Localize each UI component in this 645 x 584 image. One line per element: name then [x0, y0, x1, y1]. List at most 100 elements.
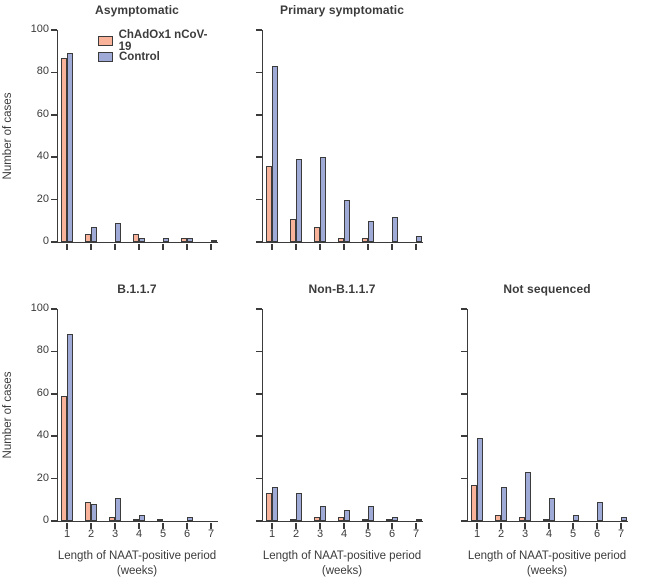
y-tick: [256, 198, 262, 201]
bar-control: [139, 514, 145, 521]
bar-control: [344, 510, 350, 521]
x-tick-label: 1: [473, 528, 481, 540]
x-tick: [271, 243, 273, 250]
x-axis-label-line2: (weeks): [321, 565, 363, 577]
subplot-title: Primary symptomatic: [280, 3, 404, 17]
y-tick: [51, 308, 57, 310]
y-tick: [51, 71, 57, 74]
bar-vaccine: [362, 518, 368, 521]
x-tick-label: 6: [183, 528, 191, 540]
y-tick: [51, 393, 57, 395]
y-tick: [51, 114, 57, 116]
x-tick-label: 3: [111, 528, 119, 540]
x-tick: [138, 522, 140, 529]
x-tick: [572, 522, 574, 529]
plot-area: [256, 29, 423, 250]
y-tick: [461, 477, 467, 480]
y-axis-label: Number of cases: [2, 371, 14, 459]
bar-vaccine: [181, 237, 187, 242]
bar-control: [272, 487, 278, 521]
subplot-asymptomatic: Asymptomatic Number of cases 0 20 40 60 80 10…: [2, 3, 218, 250]
y-tick: [256, 393, 262, 395]
bar-vaccine: [133, 518, 139, 521]
control-swatch: [98, 52, 113, 62]
x-tick: [138, 243, 140, 250]
x-tick-label: 3: [521, 528, 529, 540]
x-tick: [210, 243, 212, 250]
x-axis-label: Length of NAAT-positive period (weeks): [437, 549, 645, 579]
y-tick: [256, 71, 262, 74]
subplot-b117: B.1.1.7 Number of cases 0 20 40 60 80 100 1 2 3 4…: [2, 282, 218, 577]
bar-control: [597, 501, 603, 521]
y-tick-label: 100: [30, 302, 49, 314]
y-tick-label: 60: [36, 107, 49, 120]
vaccine-swatch: [98, 36, 113, 46]
y-tick: [256, 520, 262, 522]
subplot-title: Asymptomatic: [95, 3, 179, 17]
x-tick: [271, 522, 273, 529]
plot-area: 1 2 3 4 5 6 7: [256, 308, 423, 540]
x-axis-label-line1: Length of NAAT-positive period: [57, 550, 217, 562]
x-axis-label-line1: Length of NAAT-positive period: [467, 550, 627, 562]
bar-vaccine: [109, 516, 115, 521]
x-tick: [210, 522, 212, 529]
bar-vaccine: [314, 227, 320, 242]
subplot-primary-symptomatic: Primary symptomatic: [256, 3, 423, 250]
bar-control: [477, 438, 483, 521]
bar-control: [344, 199, 350, 242]
bar-vaccine: [543, 518, 549, 521]
bar-control: [115, 497, 121, 521]
bar-control: [392, 216, 398, 242]
y-tick-label: 60: [36, 386, 49, 399]
x-tick: [500, 522, 502, 529]
bar-control: [211, 239, 217, 242]
bar-control: [163, 237, 169, 242]
x-tick-label: 1: [63, 528, 71, 540]
x-tick: [186, 522, 188, 529]
y-tick-label: 40: [36, 429, 49, 442]
plot-area: 0 20 40 60 80 100: [31, 23, 218, 250]
y-tick: [51, 435, 57, 437]
bar-vaccine: [157, 518, 163, 521]
bar-control: [573, 514, 579, 521]
bar-control: [272, 66, 278, 242]
x-tick: [415, 243, 417, 250]
bar-control: [67, 53, 73, 242]
x-tick: [114, 243, 116, 250]
bar-control: [392, 516, 398, 521]
bar-control: [320, 506, 326, 521]
bar-vaccine: [290, 518, 296, 521]
x-tick-label: 5: [159, 528, 167, 540]
x-tick-label: 2: [497, 528, 505, 540]
bar-control: [187, 516, 193, 521]
x-tick: [90, 522, 92, 529]
x-tick: [66, 243, 68, 250]
y-tick: [51, 241, 57, 243]
bar-vaccine: [133, 233, 139, 242]
y-tick-label: 20: [36, 192, 49, 205]
x-axis-label: Length of NAAT-positive period (weeks): [27, 549, 247, 579]
legend-label: Control: [119, 51, 160, 63]
bar-vaccine: [266, 165, 272, 242]
subplot-non-b117: Non-B.1.1.7 1 2 3 4 5 6 7 Length of NAAT-posit…: [256, 282, 423, 577]
bar-control: [501, 487, 507, 521]
bar-control: [139, 237, 145, 242]
bar-vaccine: [61, 57, 67, 242]
x-tick: [524, 522, 526, 529]
legend-item-control: Control: [98, 49, 217, 65]
bar-control: [621, 516, 627, 521]
x-axis-label-line2: (weeks): [526, 565, 568, 577]
y-tick: [51, 477, 57, 480]
y-tick: [461, 393, 467, 395]
x-tick: [476, 522, 478, 529]
bar-control: [115, 222, 121, 242]
x-tick: [319, 243, 321, 250]
x-tick: [66, 522, 68, 529]
y-tick: [461, 435, 467, 437]
x-tick: [90, 243, 92, 250]
x-tick-label: 4: [135, 528, 143, 540]
y-tick-label: 40: [36, 150, 49, 163]
y-tick: [51, 520, 57, 522]
bar-control: [416, 518, 422, 521]
bar-vaccine: [61, 395, 67, 521]
